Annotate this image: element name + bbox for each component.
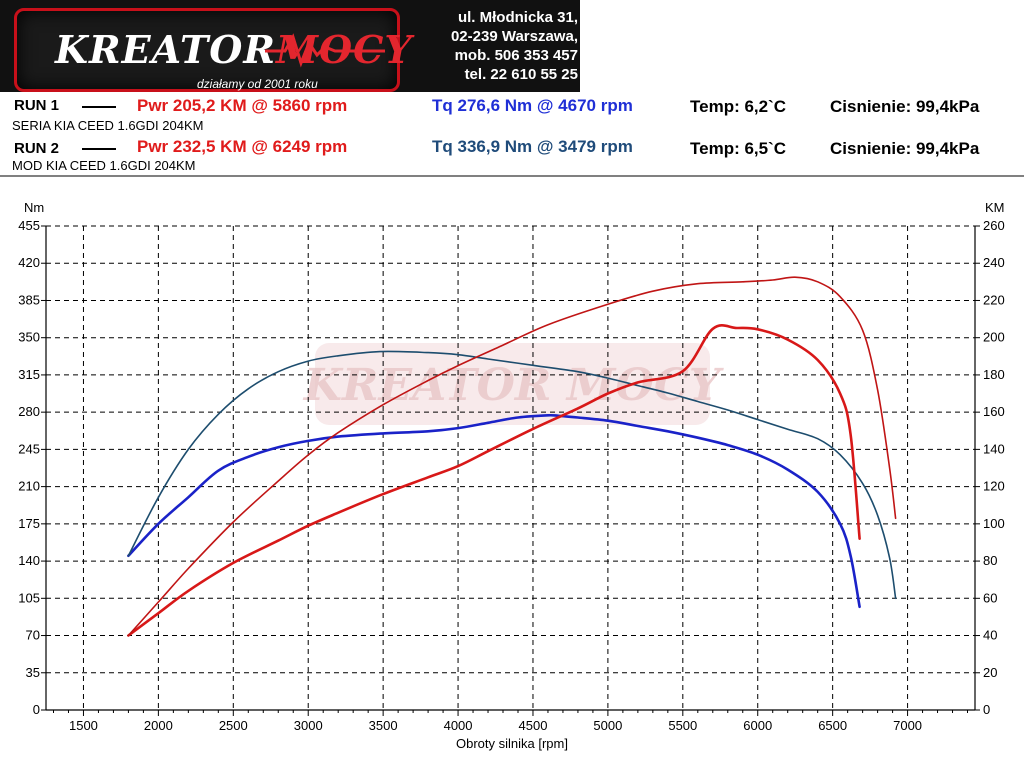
run1-pressure: Cisnienie: 99,4kPa: [830, 97, 980, 116]
y-left-tick-label: 35: [26, 665, 40, 680]
y-left-tick-label: 280: [18, 404, 40, 419]
x-tick-label: 2000: [144, 718, 173, 733]
y-axis-left-label: Nm: [24, 200, 44, 215]
x-tick-label: 2500: [219, 718, 248, 733]
y-right-tick-label: 40: [983, 628, 997, 643]
y-left-tick-label: 140: [18, 553, 40, 568]
y-right-tick-label: 200: [983, 330, 1005, 345]
y-left-tick-label: 455: [18, 218, 40, 233]
x-tick-label: 7000: [893, 718, 922, 733]
y-right-tick-label: 120: [983, 479, 1005, 494]
run1-torque-curve: [127, 413, 861, 609]
dyno-chart: KREATOR MOCY 1500 2000 2500 3000 3500 4000 450…: [0, 175, 1024, 768]
y-right-tick-label: 260: [983, 218, 1005, 233]
x-tick-label: 6500: [818, 718, 847, 733]
logo-tagline: działamy od 2001 roku: [197, 77, 318, 91]
run2-power-curve: [127, 276, 897, 637]
x-tick-label: 4500: [519, 718, 548, 733]
mobile-number: mob. 506 353 457: [454, 47, 578, 64]
y-left-tick-label: 175: [18, 516, 40, 531]
run1-torque-summary: Tq 276,6 Nm @ 4670 rpm: [432, 96, 633, 115]
y-right-tick-label: 100: [983, 516, 1005, 531]
heartbeat-icon: [265, 33, 385, 68]
x-tick-label: 4000: [444, 718, 473, 733]
x-tick-label: 1500: [69, 718, 98, 733]
y-left-tick-label: 420: [18, 255, 40, 270]
run2-line-sample: [82, 148, 116, 150]
watermark: KREATOR MOCY: [302, 343, 724, 425]
y-left-tick-label: 70: [26, 628, 40, 643]
run1-power-summary: Pwr 205,2 KM @ 5860 rpm: [137, 96, 348, 115]
run2-temperature: Temp: 6,5`C: [690, 139, 787, 158]
y-left-tick-label: 350: [18, 330, 40, 345]
header-banner: KREATORMOCY działamy od 2001 roku ul. Mł…: [0, 0, 580, 92]
y-right-tick-label: 80: [983, 553, 997, 568]
run2-description: MOD KIA CEED 1.6GDI 204KM: [12, 158, 196, 173]
grid: [46, 225, 975, 710]
run1-temperature: Temp: 6,2`C: [690, 97, 787, 116]
y-right-tick-label: 140: [983, 441, 1005, 456]
y-axis-right-label: KM: [985, 200, 1005, 215]
run1-power-curve: [127, 324, 861, 637]
run2-torque-summary: Tq 336,9 Nm @ 3479 rpm: [432, 137, 633, 156]
y-right-tick-label: 160: [983, 404, 1005, 419]
run2-torque-curve: [127, 350, 897, 600]
x-tick-label: 5500: [668, 718, 697, 733]
y-left-tick-label: 0: [33, 702, 40, 717]
watermark-text: KREATOR MOCY: [302, 360, 724, 411]
axes: 1500 2000 2500 3000 3500 4000 4500 5000 5500 6000…: [18, 218, 1004, 733]
y-left-tick-label: 245: [18, 441, 40, 456]
run1-line-sample: [82, 106, 116, 108]
watermark-plate: [315, 343, 710, 425]
y-left-tick-label: 210: [18, 479, 40, 494]
y-right-tick-label: 220: [983, 292, 1005, 307]
x-tick-label: 5000: [593, 718, 622, 733]
run2-pressure: Cisnienie: 99,4kPa: [830, 139, 980, 158]
run1-label: RUN 1: [14, 97, 60, 114]
run1-description: SERIA KIA CEED 1.6GDI 204KM: [12, 118, 204, 133]
y-right-tick-label: 0: [983, 702, 990, 717]
y-left-tick-label: 385: [18, 292, 40, 307]
series-group: [127, 276, 897, 637]
y-left-tick-label: 105: [18, 590, 40, 605]
contact-info: ul. Młodnicka 31, 02-239 Warszawa, mob. …: [400, 8, 578, 84]
y-right-tick-label: 240: [983, 255, 1005, 270]
address-line: 02-239 Warszawa,: [450, 28, 578, 45]
x-axis-label: Obroty silnika [rpm]: [456, 736, 568, 751]
y-right-tick-label: 20: [983, 665, 997, 680]
phone-number: tel. 22 610 55 25: [464, 66, 578, 83]
y-left-tick-label: 315: [18, 367, 40, 382]
y-right-tick-label: 60: [983, 590, 997, 605]
y-right-tick-label: 180: [983, 367, 1005, 382]
x-tick-label: 3000: [294, 718, 323, 733]
logo: KREATORMOCY działamy od 2001 roku: [14, 8, 411, 92]
x-tick-label: 6000: [743, 718, 772, 733]
x-tick-label: 3500: [369, 718, 398, 733]
run2-label: RUN 2: [14, 140, 60, 157]
run2-power-summary: Pwr 232,5 KM @ 6249 rpm: [137, 137, 348, 156]
address-line: ul. Młodnicka 31,: [457, 9, 578, 26]
